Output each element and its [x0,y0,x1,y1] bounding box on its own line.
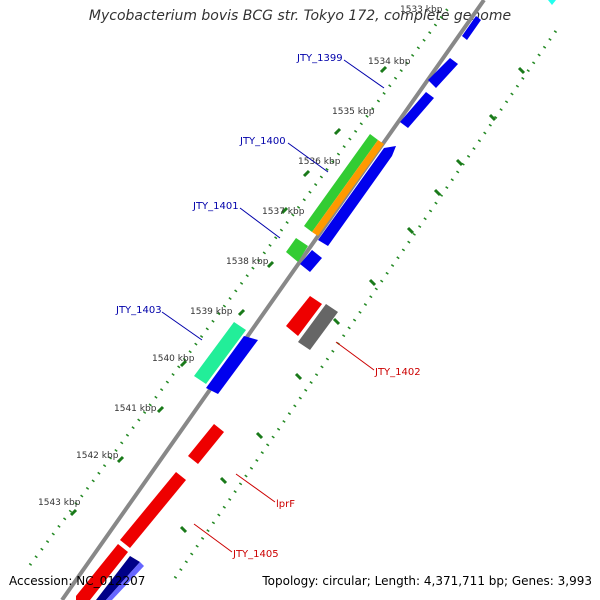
kbp-label: 1539 kbp [190,307,233,317]
kbp-labels: 1533 kbp 1534 kbp 1535 kbp 1536 kbp 1537… [38,5,443,508]
kbp-label: 1541 kbp [114,404,157,414]
forward-leader-lines [161,59,385,341]
cds-reverse-red[interactable] [76,544,128,600]
outer-tick-marks [69,65,388,517]
gene-label-jty1402[interactable]: JTY_1402 [374,367,421,378]
cds-reverse-red-jty1405[interactable] [120,472,186,548]
reverse-gene-labels: JTY_1402 lprF JTY_1405 [232,367,421,560]
inner-dotted-guide [173,24,562,579]
kbp-label: 1537 kbp [262,207,305,217]
map-title: Mycobacterium bovis BCG str. Tokyo 172, … [88,8,512,24]
kbp-label: 1543 kbp [38,498,81,508]
cds-green-jty1400[interactable] [304,134,378,232]
cds-forward-blue-long[interactable] [318,146,396,246]
genome-backbone [60,0,486,600]
genome-summary: Topology: circular; Length: 4,371,711 bp… [262,574,592,588]
cds-teal-jty1403[interactable] [194,322,246,384]
cds-cyan-top[interactable] [548,0,556,5]
kbp-label: 1542 kbp [76,451,119,461]
cds-navy[interactable] [96,556,140,600]
cds-light-blue[interactable] [106,562,144,600]
cds-forward-blue[interactable] [462,16,481,40]
kbp-label: 1534 kbp [368,57,411,67]
accession-label: Accession: NC_012207 [9,574,146,588]
cds-reverse-red-jty1402[interactable] [286,296,322,336]
forward-gene-labels: JTY_1399 JTY_1400 JTY_1401 JTY_1403 [115,53,343,316]
outer-dotted-guide [28,2,454,566]
kbp-label: 1535 kbp [332,107,375,117]
gene-label-jty1405[interactable]: JTY_1405 [232,549,279,560]
kbp-label: 1540 kbp [152,354,195,364]
gene-label-jty1401[interactable]: JTY_1401 [192,201,239,212]
cds-reverse-red-lprf[interactable] [188,424,224,464]
cds-forward-blue[interactable] [400,92,434,128]
cds-orange-jty1400[interactable] [312,140,384,236]
reverse-leader-lines [193,341,375,553]
gene-label-jty1403[interactable]: JTY_1403 [115,305,162,316]
kbp-label: 1538 kbp [226,257,269,267]
cds-gray[interactable] [298,304,338,350]
cds-green-jty1401[interactable] [286,238,308,262]
cds-forward-blue[interactable] [206,336,258,394]
gene-label-lprf[interactable]: lprF [276,499,295,510]
reverse-cds-features [76,296,338,600]
forward-cds-features [194,16,481,394]
gene-label-jty1400[interactable]: JTY_1400 [239,136,286,147]
inner-tick-marks [179,66,526,534]
cds-forward-blue-small[interactable] [300,250,322,272]
kbp-label: 1533 kbp [400,5,443,15]
kbp-label: 1536 kbp [298,157,341,167]
gene-label-jty1399[interactable]: JTY_1399 [296,53,343,64]
cds-forward-blue[interactable] [428,58,458,88]
